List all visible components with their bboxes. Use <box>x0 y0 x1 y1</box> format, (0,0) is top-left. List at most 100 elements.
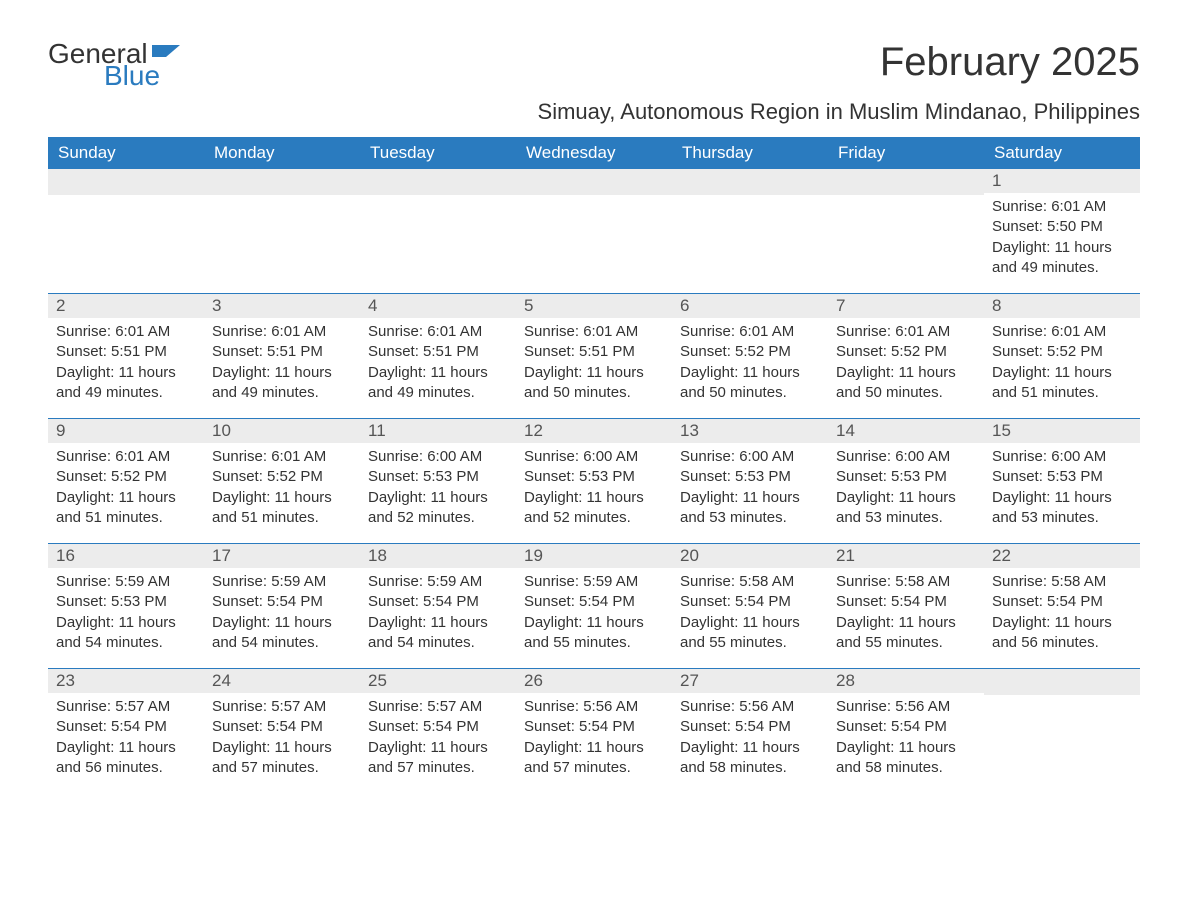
sunset-text: Sunset: 5:54 PM <box>524 592 664 612</box>
sunrise-text: Sunrise: 6:01 AM <box>836 322 976 342</box>
day-details: Sunrise: 6:01 AMSunset: 5:51 PMDaylight:… <box>516 318 672 403</box>
calendar-cell <box>672 169 828 294</box>
daylight-text: Daylight: 11 hours and 54 minutes. <box>56 613 196 654</box>
daylight-text: Daylight: 11 hours and 49 minutes. <box>992 238 1132 279</box>
daylight-text: Daylight: 11 hours and 57 minutes. <box>368 738 508 779</box>
daylight-text: Daylight: 11 hours and 49 minutes. <box>368 363 508 404</box>
sunset-text: Sunset: 5:54 PM <box>992 592 1132 612</box>
sunrise-text: Sunrise: 5:56 AM <box>836 697 976 717</box>
day-number: 4 <box>360 294 516 318</box>
day-details: Sunrise: 6:01 AMSunset: 5:52 PMDaylight:… <box>984 318 1140 403</box>
daylight-text: Daylight: 11 hours and 54 minutes. <box>212 613 352 654</box>
calendar-cell: 5Sunrise: 6:01 AMSunset: 5:51 PMDaylight… <box>516 294 672 419</box>
day-number: 21 <box>828 544 984 568</box>
calendar-cell: 28Sunrise: 5:56 AMSunset: 5:54 PMDayligh… <box>828 669 984 793</box>
day-details: Sunrise: 6:01 AMSunset: 5:50 PMDaylight:… <box>984 193 1140 278</box>
sunrise-text: Sunrise: 6:00 AM <box>836 447 976 467</box>
sunrise-text: Sunrise: 5:56 AM <box>680 697 820 717</box>
sunrise-text: Sunrise: 6:01 AM <box>212 447 352 467</box>
day-number-empty <box>828 169 984 195</box>
sunset-text: Sunset: 5:51 PM <box>212 342 352 362</box>
calendar-cell: 2Sunrise: 6:01 AMSunset: 5:51 PMDaylight… <box>48 294 204 419</box>
day-details: Sunrise: 6:01 AMSunset: 5:52 PMDaylight:… <box>828 318 984 403</box>
daylight-text: Daylight: 11 hours and 50 minutes. <box>836 363 976 404</box>
daylight-text: Daylight: 11 hours and 50 minutes. <box>680 363 820 404</box>
sunrise-text: Sunrise: 5:59 AM <box>368 572 508 592</box>
day-details: Sunrise: 6:01 AMSunset: 5:52 PMDaylight:… <box>204 443 360 528</box>
calendar-cell: 15Sunrise: 6:00 AMSunset: 5:53 PMDayligh… <box>984 419 1140 544</box>
day-details: Sunrise: 6:01 AMSunset: 5:51 PMDaylight:… <box>204 318 360 403</box>
day-number: 23 <box>48 669 204 693</box>
sunset-text: Sunset: 5:54 PM <box>212 717 352 737</box>
sunrise-text: Sunrise: 5:59 AM <box>524 572 664 592</box>
sunrise-text: Sunrise: 5:57 AM <box>56 697 196 717</box>
day-number-empty <box>204 169 360 195</box>
daylight-text: Daylight: 11 hours and 53 minutes. <box>680 488 820 529</box>
sunrise-text: Sunrise: 6:01 AM <box>992 197 1132 217</box>
sunrise-text: Sunrise: 6:01 AM <box>56 447 196 467</box>
day-number: 15 <box>984 419 1140 443</box>
title-block: February 2025 Simuay, Autonomous Region … <box>538 40 1140 125</box>
calendar-cell: 16 Sunrise: 5:59 AMSunset: 5:53 PMDayligh… <box>48 544 204 669</box>
day-number: 8 <box>984 294 1140 318</box>
day-details: Sunrise: 6:00 AMSunset: 5:53 PMDaylight:… <box>828 443 984 528</box>
sunset-text: Sunset: 5:54 PM <box>680 717 820 737</box>
daylight-text: Daylight: 11 hours and 54 minutes. <box>368 613 508 654</box>
daylight-text: Daylight: 11 hours and 51 minutes. <box>56 488 196 529</box>
calendar-cell <box>204 169 360 294</box>
sunrise-text: Sunrise: 6:01 AM <box>524 322 664 342</box>
day-number: 19 <box>516 544 672 568</box>
sunset-text: Sunset: 5:50 PM <box>992 217 1132 237</box>
sunrise-text: Sunrise: 6:01 AM <box>368 322 508 342</box>
sunrise-text: Sunrise: 6:01 AM <box>992 322 1132 342</box>
sunset-text: Sunset: 5:54 PM <box>680 592 820 612</box>
daylight-text: Daylight: 11 hours and 55 minutes. <box>524 613 664 654</box>
day-number: 17 <box>204 544 360 568</box>
daylight-text: Daylight: 11 hours and 51 minutes. <box>992 363 1132 404</box>
calendar-cell: 18Sunrise: 5:59 AMSunset: 5:54 PMDayligh… <box>360 544 516 669</box>
day-number: 11 <box>360 419 516 443</box>
sunrise-text: Sunrise: 6:01 AM <box>212 322 352 342</box>
calendar-cell: 23Sunrise: 5:57 AMSunset: 5:54 PMDayligh… <box>48 669 204 793</box>
calendar-cell: 8Sunrise: 6:01 AMSunset: 5:52 PMDaylight… <box>984 294 1140 419</box>
day-details: Sunrise: 5:59 AMSunset: 5:54 PMDaylight:… <box>516 568 672 653</box>
month-title: February 2025 <box>538 40 1140 85</box>
sunset-text: Sunset: 5:52 PM <box>680 342 820 362</box>
sunset-text: Sunset: 5:54 PM <box>524 717 664 737</box>
daylight-text: Daylight: 11 hours and 53 minutes. <box>836 488 976 529</box>
sunrise-text: Sunrise: 5:59 AM <box>212 572 352 592</box>
daylight-text: Daylight: 11 hours and 52 minutes. <box>368 488 508 529</box>
day-details: Sunrise: 6:00 AMSunset: 5:53 PMDaylight:… <box>672 443 828 528</box>
calendar-cell <box>48 169 204 294</box>
day-details: Sunrise: 5:58 AMSunset: 5:54 PMDaylight:… <box>984 568 1140 653</box>
day-number: 16 <box>48 544 204 568</box>
sunrise-text: Sunrise: 6:00 AM <box>680 447 820 467</box>
day-details: Sunrise: 5:56 AMSunset: 5:54 PMDaylight:… <box>516 693 672 778</box>
day-number-empty <box>516 169 672 195</box>
sunset-text: Sunset: 5:51 PM <box>524 342 664 362</box>
sunset-text: Sunset: 5:53 PM <box>524 467 664 487</box>
sunset-text: Sunset: 5:54 PM <box>836 592 976 612</box>
day-number-empty <box>672 169 828 195</box>
day-details: Sunrise: 6:01 AMSunset: 5:52 PMDaylight:… <box>48 443 204 528</box>
day-details: Sunrise: 5:57 AMSunset: 5:54 PMDaylight:… <box>360 693 516 778</box>
sunset-text: Sunset: 5:54 PM <box>56 717 196 737</box>
weekday-header: Tuesday <box>360 137 516 169</box>
daylight-text: Daylight: 11 hours and 53 minutes. <box>992 488 1132 529</box>
sunset-text: Sunset: 5:51 PM <box>368 342 508 362</box>
day-number: 14 <box>828 419 984 443</box>
calendar-cell: 14Sunrise: 6:00 AMSunset: 5:53 PMDayligh… <box>828 419 984 544</box>
sunrise-text: Sunrise: 5:58 AM <box>992 572 1132 592</box>
day-number: 13 <box>672 419 828 443</box>
sunrise-text: Sunrise: 5:59 AM <box>56 572 196 592</box>
day-details: Sunrise: 5:56 AMSunset: 5:54 PMDaylight:… <box>672 693 828 778</box>
calendar-cell: 10Sunrise: 6:01 AMSunset: 5:52 PMDayligh… <box>204 419 360 544</box>
sunrise-text: Sunrise: 5:58 AM <box>680 572 820 592</box>
daylight-text: Daylight: 11 hours and 49 minutes. <box>212 363 352 404</box>
calendar-cell: 1Sunrise: 6:01 AMSunset: 5:50 PMDaylight… <box>984 169 1140 294</box>
sunset-text: Sunset: 5:53 PM <box>836 467 976 487</box>
calendar-cell: 24Sunrise: 5:57 AMSunset: 5:54 PMDayligh… <box>204 669 360 793</box>
sunset-text: Sunset: 5:53 PM <box>56 592 196 612</box>
brand-word-blue: Blue <box>104 62 160 90</box>
sunset-text: Sunset: 5:54 PM <box>212 592 352 612</box>
